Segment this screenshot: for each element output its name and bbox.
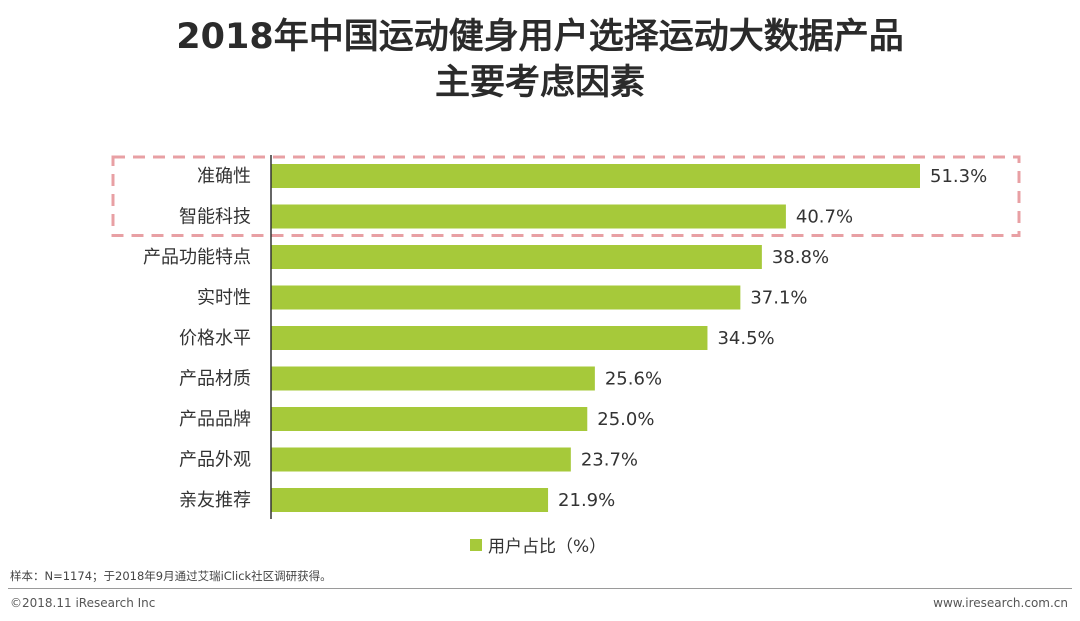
bars-layer [271,164,920,512]
category-label-3: 产品功能特点 [143,247,251,268]
legend: 用户占比（%） [470,532,606,557]
chart-title-line1: 2018年中国运动健身用户选择运动大数据产品 [176,17,904,57]
value-label-4: 37.1% [750,288,807,309]
category-label-2: 智能科技 [179,207,251,228]
legend-swatch [470,538,482,551]
copyright-text: ©2018.11 iResearch Inc [10,596,156,610]
highlight-box [111,155,1021,237]
chart-title: 2018年中国运动健身用户选择运动大数据产品 主要考虑因素 [0,14,1080,106]
sample-note: 样本：N=1174；于2018年9月通过艾瑞iClick社区调研获得。 [10,569,332,583]
value-label-6: 25.6% [605,369,662,390]
footer-divider [8,588,1072,589]
website-text: www.iresearch.com.cn [933,596,1068,610]
bar-5 [271,326,708,350]
bar-chart: 准确性 51.3% 智能科技 40.7% 产品功能特点 38.8% 实时性 37.1% 价格水平… [111,155,1021,519]
value-label-2: 40.7% [796,207,853,228]
value-label-7: 25.0% [597,409,654,430]
category-label-1: 准确性 [197,166,251,187]
category-label-8: 产品外观 [179,450,251,471]
value-label-9: 21.9% [558,490,615,511]
legend-label: 用户占比（%） [488,537,607,557]
category-label-6: 产品材质 [179,369,251,390]
bar-7 [271,407,588,431]
bar-1 [271,164,920,188]
value-label-3: 38.8% [772,247,829,268]
bar-6 [271,366,595,391]
bar-9 [271,488,549,512]
bar-4 [271,285,741,310]
chart-title-line2: 主要考虑因素 [434,63,645,103]
value-label-1: 51.3% [930,166,987,187]
bar-2 [271,204,786,229]
highlight-layer [111,155,1021,237]
value-label-8: 23.7% [581,450,638,471]
value-label-5: 34.5% [717,328,774,349]
labels-layer: 准确性 51.3% 智能科技 40.7% 产品功能特点 38.8% 实时性 37.1% 价格水平… [143,166,987,511]
category-label-9: 亲友推荐 [179,490,251,511]
bar-3 [271,245,762,269]
category-label-5: 价格水平 [179,328,251,349]
category-label-7: 产品品牌 [179,409,251,430]
category-label-4: 实时性 [197,288,251,309]
bar-8 [271,447,571,472]
